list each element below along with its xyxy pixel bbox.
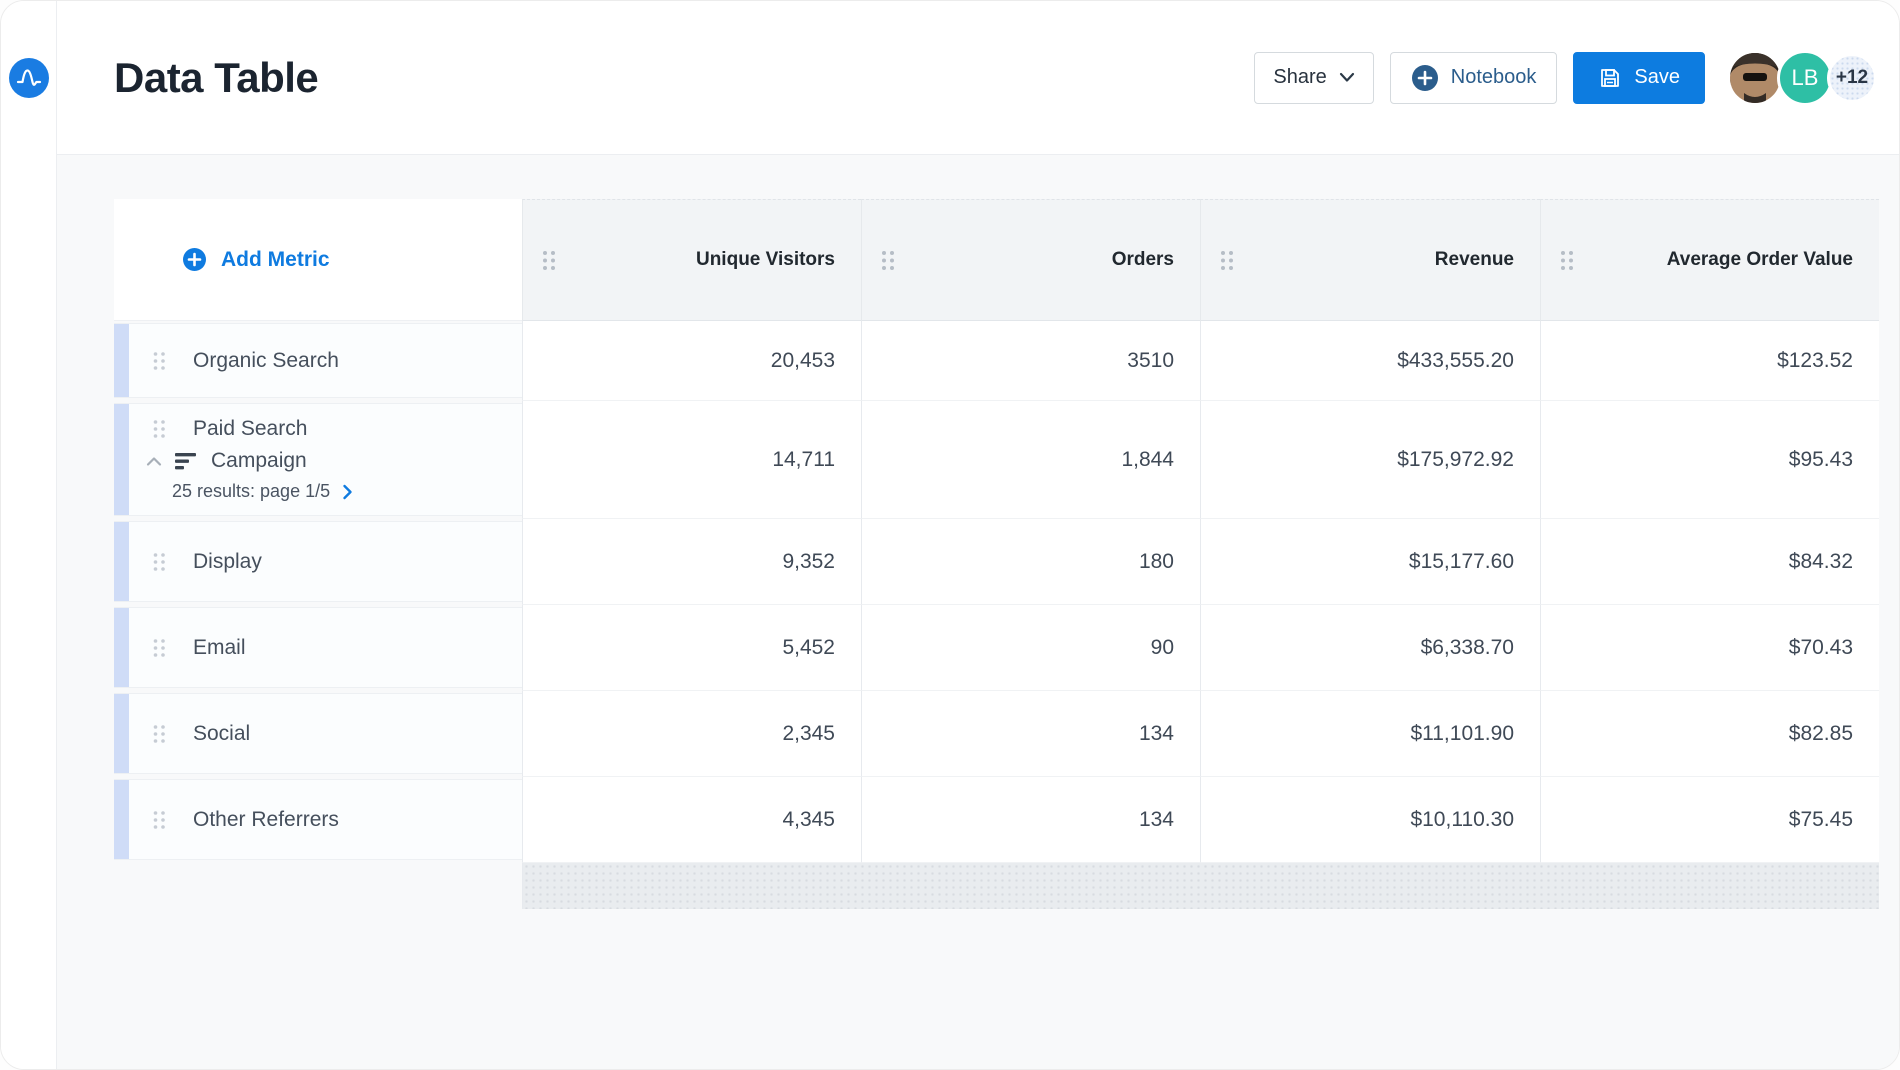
column-header-label: Average Order Value (1666, 249, 1853, 270)
cell-value: 134 (861, 691, 1200, 777)
drag-handle-icon[interactable] (152, 419, 167, 439)
column-header-label: Unique Visitors (695, 249, 835, 270)
row-label: Other Referrers (193, 807, 339, 831)
amplitude-logo[interactable] (8, 58, 49, 98)
amplitude-logo-glyph (16, 69, 41, 86)
notebook-button[interactable]: Notebook (1389, 51, 1558, 104)
cell-value: 180 (861, 519, 1200, 605)
row-other-referrers[interactable]: Other Referrers (114, 779, 522, 860)
row-email[interactable]: Email (114, 607, 522, 688)
pagination-text: 25 results: page 1/5 (172, 481, 331, 501)
row-display[interactable]: Display (114, 521, 522, 602)
row-label-cell: Paid Search Campaign (114, 401, 522, 519)
cell-value: $11,101.90 (1200, 691, 1540, 777)
cell-value: 134 (861, 777, 1200, 863)
cell-value: 14,711 (522, 401, 861, 519)
row-label: Display (193, 549, 262, 573)
row-label: Social (193, 721, 251, 745)
column-header-average-order-value[interactable]: Average Order Value (1540, 199, 1879, 321)
row-paid-search[interactable]: Paid Search Campaign (114, 403, 522, 516)
cell-value: 1,844 (861, 401, 1200, 519)
column-header-label: Orders (1111, 249, 1174, 270)
content-area: Add Metric Unique Visitors Orders (57, 155, 1899, 1069)
cell-value: $6,338.70 (1200, 605, 1540, 691)
cell-value: 2,345 (522, 691, 861, 777)
cell-value: $75.45 (1540, 777, 1879, 863)
row-label-cell: Organic Search (114, 321, 522, 401)
drag-handle-icon[interactable] (152, 638, 167, 658)
drag-handle-icon[interactable] (880, 249, 896, 272)
avatar-photo[interactable] (1727, 49, 1783, 106)
empty-rows-skeleton-strip (522, 863, 1879, 909)
collaborator-avatars: LB +12 (1727, 49, 1877, 106)
drag-handle-icon[interactable] (541, 249, 557, 272)
cell-value: $15,177.60 (1200, 519, 1540, 605)
avatar-overflow-label: +12 (1835, 66, 1869, 88)
drag-handle-icon[interactable] (152, 724, 167, 744)
top-bar: Data Table Share Notebook (57, 1, 1899, 155)
table-corner-cell: Add Metric (114, 199, 522, 321)
breakdown-line: Campaign (114, 449, 522, 473)
cell-value: 3510 (861, 321, 1200, 401)
row-label: Email (193, 635, 246, 659)
plus-circle-icon (183, 248, 206, 271)
cell-value: $95.43 (1540, 401, 1879, 519)
row-label-cell: Display (114, 519, 522, 605)
left-nav-rail (1, 1, 57, 1069)
cell-value: $123.52 (1540, 321, 1879, 401)
pagination-line: 25 results: page 1/5 (114, 481, 522, 502)
add-metric-button[interactable]: Add Metric (182, 247, 330, 272)
page-title: Data Table (114, 53, 319, 101)
row-label-cell: Email (114, 605, 522, 691)
cell-value: $10,110.30 (1200, 777, 1540, 863)
column-header-revenue[interactable]: Revenue (1200, 199, 1540, 321)
save-floppy-icon (1601, 68, 1620, 87)
plus-circle-icon (1411, 64, 1438, 91)
cell-value: $433,555.20 (1200, 321, 1540, 401)
paid-search-line: Paid Search (114, 417, 522, 441)
avatar-initials[interactable]: LB (1777, 49, 1833, 106)
breakdown-name: Campaign (211, 449, 307, 472)
cell-value: $84.32 (1540, 519, 1879, 605)
cell-value: $82.85 (1540, 691, 1879, 777)
header-actions: Share Notebook (1254, 49, 1877, 106)
drag-handle-icon[interactable] (152, 552, 167, 572)
notebook-button-label: Notebook (1450, 66, 1537, 88)
main-area: Data Table Share Notebook (57, 1, 1899, 1069)
row-label: Organic Search (193, 348, 339, 372)
row-social[interactable]: Social (114, 693, 522, 774)
save-button[interactable]: Save (1573, 51, 1705, 104)
chevron-down-icon (1339, 72, 1354, 82)
collapse-chevron-up-icon[interactable] (146, 456, 162, 467)
avatar-photo-image (1730, 52, 1780, 103)
avatar-initials-label: LB (1791, 64, 1819, 90)
data-table: Add Metric Unique Visitors Orders (114, 199, 1879, 909)
row-label-cell: Social (114, 691, 522, 777)
next-page-chevron-right-icon[interactable] (342, 484, 353, 500)
drag-handle-icon[interactable] (1559, 249, 1575, 272)
cell-value: 4,345 (522, 777, 861, 863)
cell-value: 5,452 (522, 605, 861, 691)
share-button-label: Share (1273, 66, 1327, 88)
column-header-orders[interactable]: Orders (861, 199, 1200, 321)
breakdown-rows-icon (175, 452, 196, 469)
share-button[interactable]: Share (1254, 51, 1374, 104)
avatar-overflow-badge[interactable]: +12 (1827, 52, 1877, 103)
column-header-label: Revenue (1434, 249, 1514, 270)
cell-value: 9,352 (522, 519, 861, 605)
cell-value: $70.43 (1540, 605, 1879, 691)
add-metric-label: Add Metric (221, 247, 330, 271)
cell-value: 20,453 (522, 321, 861, 401)
drag-handle-icon[interactable] (152, 810, 167, 830)
cell-value: 90 (861, 605, 1200, 691)
cell-value: $175,972.92 (1200, 401, 1540, 519)
row-label-cell: Other Referrers (114, 777, 522, 863)
drag-handle-icon[interactable] (1219, 249, 1235, 272)
drag-handle-icon[interactable] (152, 351, 167, 371)
row-label: Paid Search (193, 417, 308, 440)
column-header-unique-visitors[interactable]: Unique Visitors (522, 199, 861, 321)
save-button-label: Save (1634, 66, 1680, 88)
row-organic-search[interactable]: Organic Search (114, 323, 522, 398)
